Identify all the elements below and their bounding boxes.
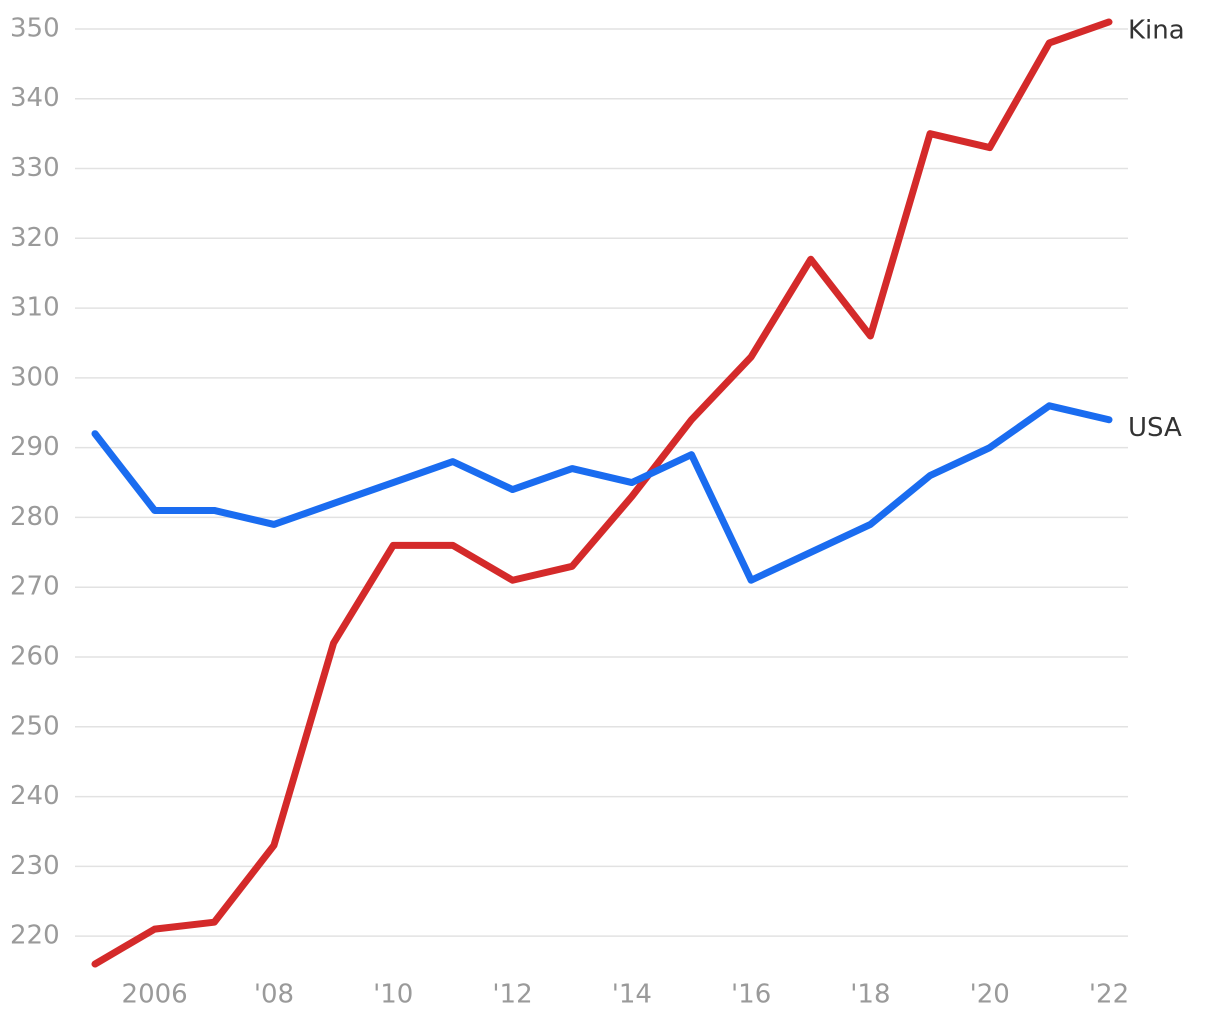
y-tick-label: 310 [10,293,60,323]
y-tick-label: 330 [10,153,60,183]
x-tick-label: 2006 [122,980,188,1010]
x-tick-label: '22 [1089,980,1129,1010]
y-tick-label: 220 [10,921,60,951]
y-tick-label: 270 [10,572,60,602]
y-tick-label: 260 [10,642,60,672]
x-tick-label: '08 [254,980,294,1010]
x-tick-label: '12 [492,980,532,1010]
y-tick-label: 340 [10,83,60,113]
series-label: Kina [1128,15,1185,45]
x-tick-label: '10 [373,980,413,1010]
y-tick-label: 240 [10,781,60,811]
y-tick-label: 300 [10,362,60,392]
x-tick-label: '16 [731,980,771,1010]
y-tick-label: 280 [10,502,60,532]
line [91,402,1113,584]
line [91,18,1113,968]
y-tick-label: 290 [10,432,60,462]
series-label: USA [1128,413,1182,443]
x-tick-label: '18 [850,980,890,1010]
x-tick-label: '14 [612,980,652,1010]
x-tick-label: '20 [970,980,1010,1010]
y-tick-label: 250 [10,711,60,741]
y-tick-label: 350 [10,13,60,43]
y-tick-label: 320 [10,223,60,253]
y-tick-label: 230 [10,851,60,881]
